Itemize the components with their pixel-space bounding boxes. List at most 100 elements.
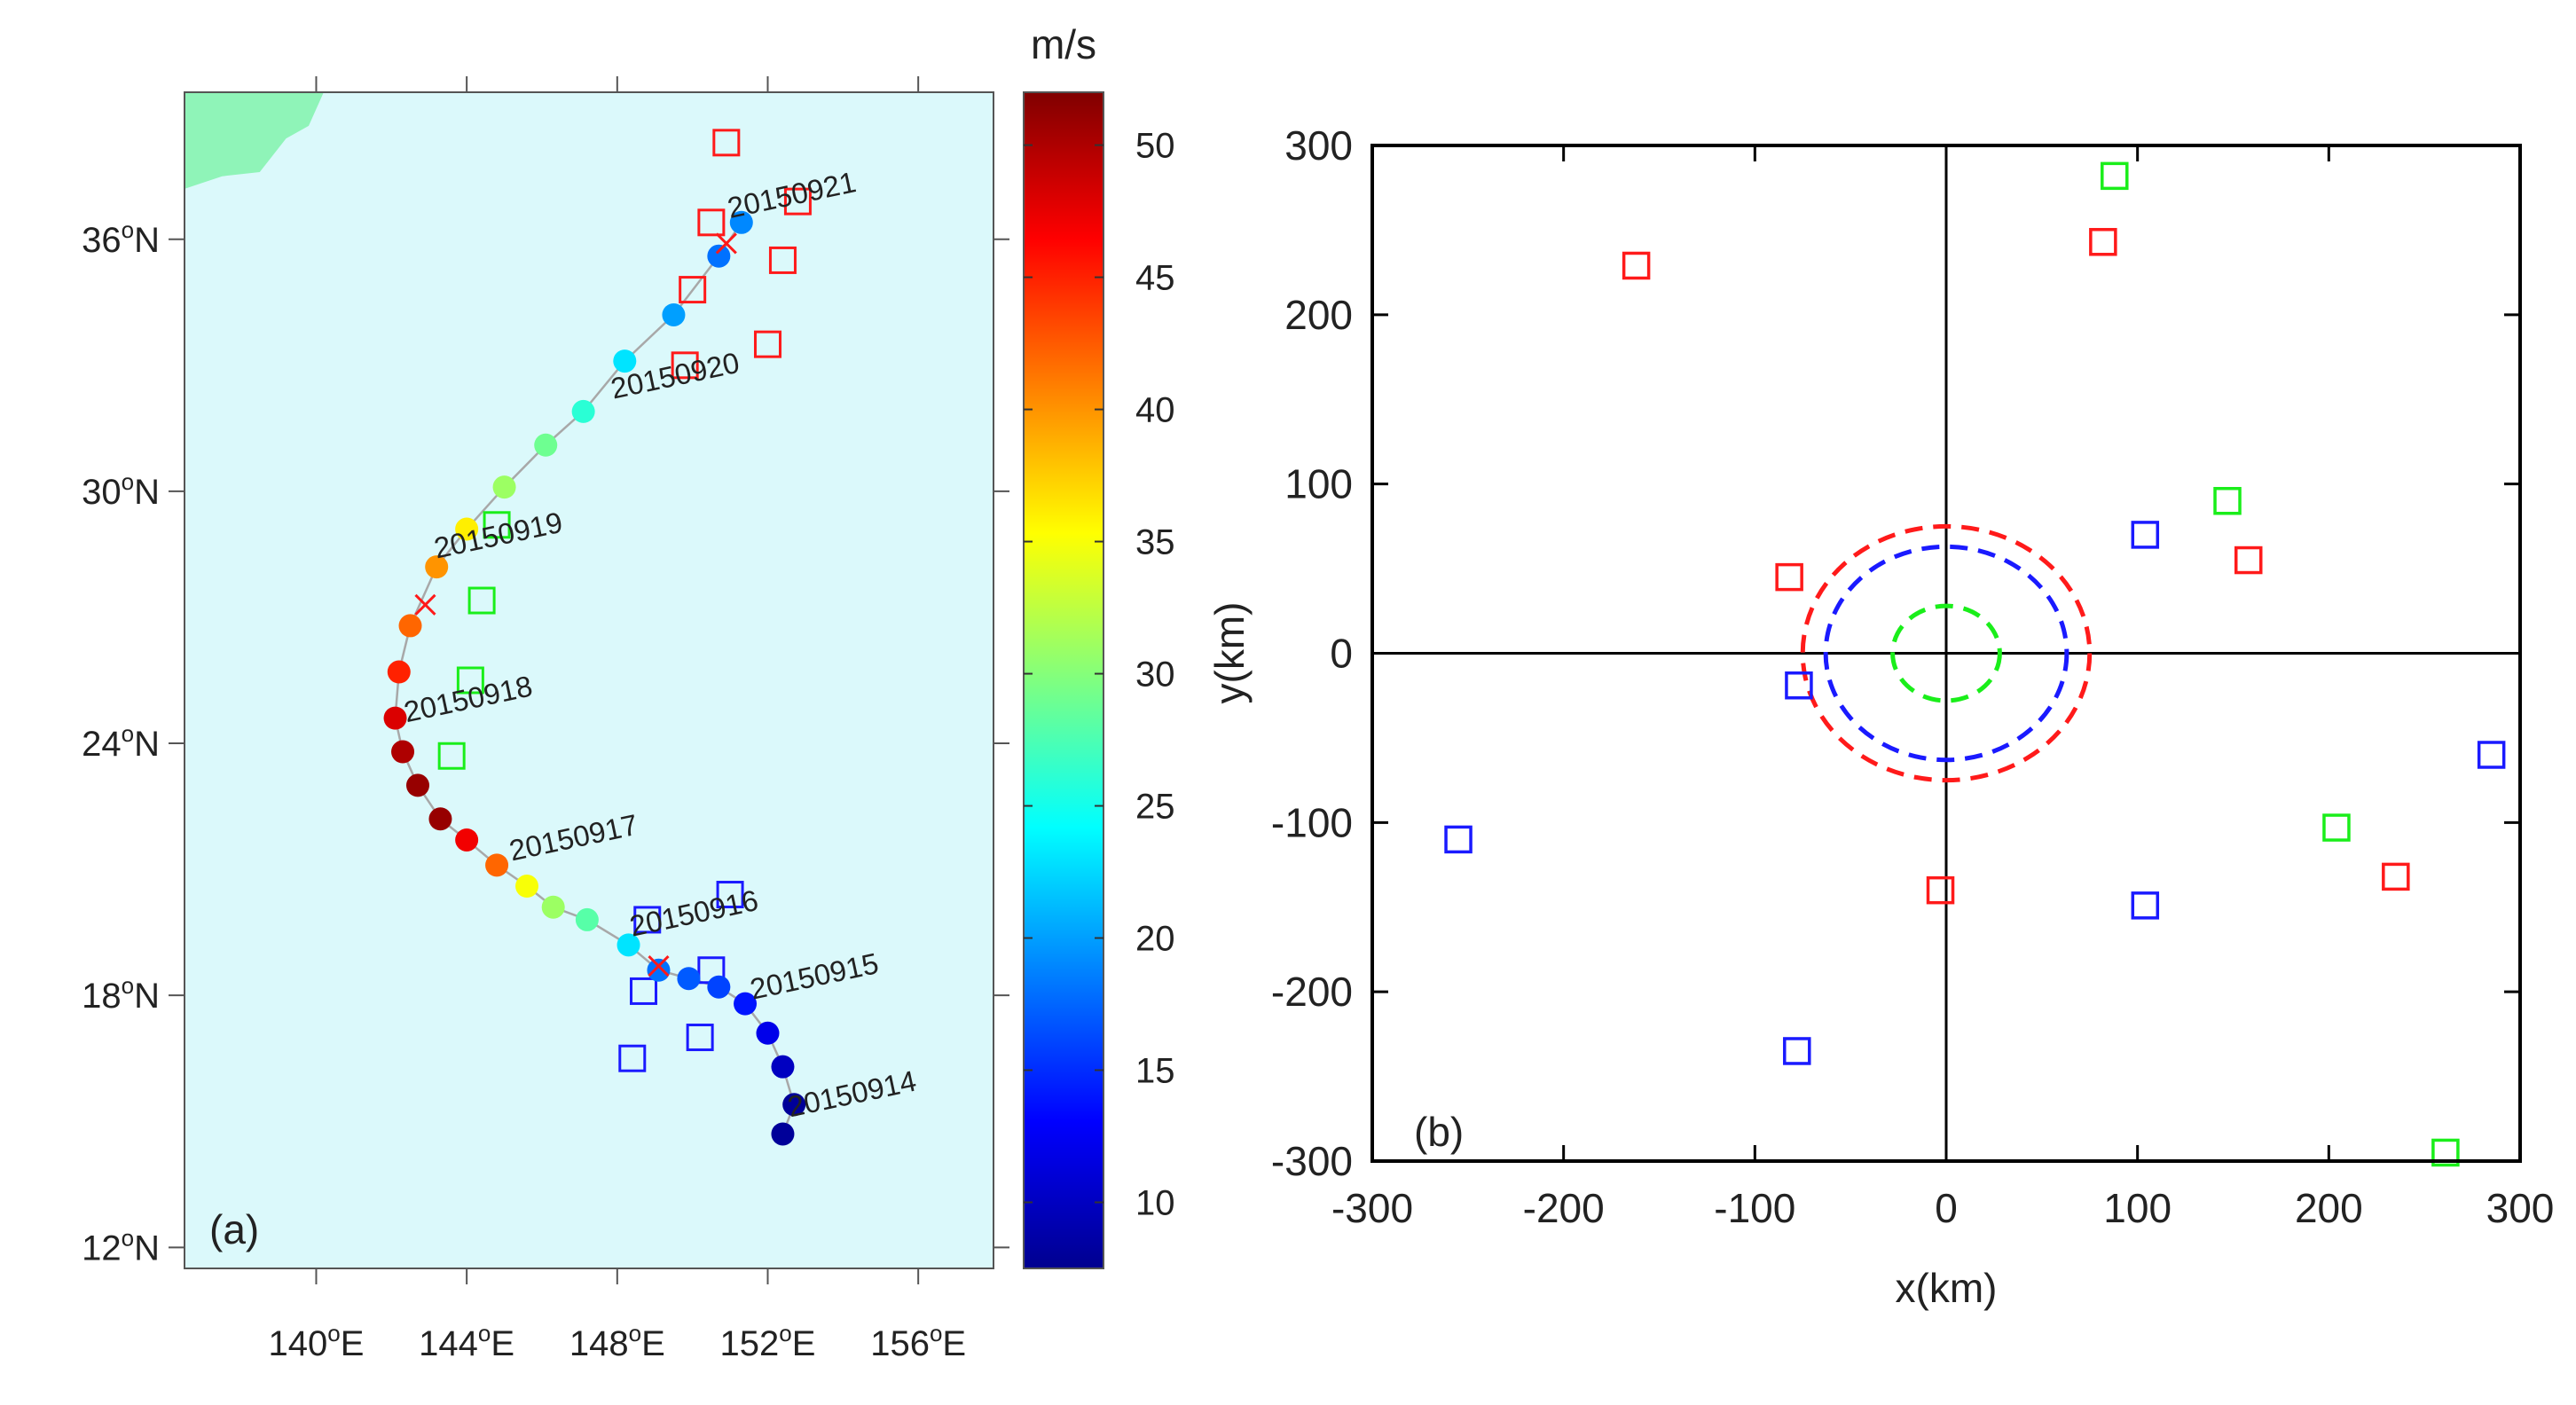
track-point [398, 614, 422, 638]
track-point [405, 773, 429, 797]
station-square [2477, 741, 2506, 769]
track-point [455, 828, 479, 852]
y-tick-label: 0 [1330, 631, 1353, 677]
x-axis-label: x(km) [1896, 1265, 1998, 1311]
y-tick-label: -200 [1271, 969, 1353, 1015]
station-square [483, 511, 511, 539]
cross-marker [715, 232, 737, 255]
cross-stroke [648, 954, 670, 977]
y-tick-labels: -300 -200 -100 0 100 200 300 [1271, 122, 1353, 1184]
station-markers [437, 129, 812, 1072]
y-axis-label: y(km) [1206, 602, 1253, 704]
lon-label: 156oE [870, 1320, 966, 1363]
lat-label: 12oN [82, 1224, 160, 1268]
lat-label: 18oN [82, 972, 160, 1016]
station-square [697, 208, 726, 237]
ocean-background [185, 92, 993, 1268]
lat-label: 24oN [82, 720, 160, 764]
lon-label: 152oE [720, 1320, 816, 1363]
station-square [2382, 862, 2410, 891]
station-square [2131, 891, 2160, 920]
x-tick-label: 100 [2103, 1185, 2172, 1231]
station-square [2234, 546, 2263, 575]
y-tick-label: -300 [1271, 1138, 1353, 1184]
station-square [1444, 825, 1473, 854]
panel-label-a: (a) [209, 1206, 259, 1252]
station-square [1783, 1037, 1811, 1065]
x-tick-label: -100 [1714, 1185, 1795, 1231]
cross-marker [648, 954, 670, 977]
lat-label: 36oN [82, 216, 160, 260]
lon-label: 140oE [269, 1320, 365, 1363]
track-point [782, 1093, 806, 1117]
colorbar-tick-label: 25 [1135, 788, 1175, 827]
colorbar-tick-label: 20 [1135, 920, 1175, 959]
station-square [768, 246, 797, 274]
station-square [437, 742, 466, 770]
track-point [662, 302, 686, 326]
lon-label: 144oE [419, 1320, 514, 1363]
track-point [729, 210, 753, 234]
plot-frame [1370, 144, 2522, 1163]
x-tick-label: -200 [1523, 1185, 1605, 1231]
longitude-labels: 140oE 144oE 148oE 152oE 156oE [269, 1320, 967, 1363]
radius-circle [1800, 523, 2093, 783]
station-squares [1444, 161, 2506, 1167]
track-point [455, 517, 479, 541]
y-tick-label: 300 [1284, 122, 1353, 169]
track-point [383, 706, 407, 730]
station-square [2089, 228, 2117, 256]
station-square [2101, 161, 2129, 191]
track-point [613, 349, 637, 373]
colorbar-tick-label: 10 [1135, 1184, 1175, 1223]
station-square [686, 1024, 714, 1052]
track-point [541, 895, 565, 919]
cross-stroke [715, 232, 737, 255]
station-square [679, 276, 707, 304]
colorbar-unit: m/s [1031, 21, 1096, 67]
track-point [707, 244, 731, 268]
track-point [771, 1055, 795, 1079]
track-point [492, 475, 516, 499]
track-point [647, 958, 671, 982]
station-square [1775, 562, 1803, 592]
station-square [2131, 521, 2160, 549]
panel-b-relative-positions: -300 -200 -100 0 100 200 300 -300 -200 -100 0 100 2… [1206, 122, 2554, 1311]
radius-circle [1823, 544, 2069, 763]
station-square [2322, 813, 2351, 842]
station-square [633, 906, 662, 934]
track-point [485, 853, 509, 877]
radius-circle [1890, 603, 2002, 703]
x-tick-label: 300 [2486, 1185, 2555, 1231]
colorbar-tick-label: 45 [1135, 259, 1175, 298]
colorbar-gradient [1023, 91, 1104, 1269]
track-point [428, 807, 452, 831]
lon-label: 148oE [569, 1320, 665, 1363]
station-square [2213, 487, 2242, 515]
colorbar-tick-label: 35 [1135, 523, 1175, 562]
lat-label: 30oN [82, 468, 160, 512]
station-square [753, 330, 781, 358]
station-square [1785, 671, 1813, 700]
station-square [467, 586, 496, 615]
station-square [716, 881, 744, 909]
cross-stroke [414, 593, 436, 616]
station-square [456, 666, 484, 695]
y-tick-label: 100 [1284, 461, 1353, 507]
station-square [2431, 1138, 2460, 1167]
x-tick-label: 0 [1935, 1185, 1958, 1231]
colorbar-tick-label: 50 [1135, 127, 1175, 166]
track-point [425, 555, 449, 579]
map-frame [184, 91, 994, 1269]
track-point [771, 1122, 795, 1146]
y-tick-label: 200 [1284, 292, 1353, 338]
map-ticks [169, 76, 1009, 1284]
colorbar-tick-label: 30 [1135, 655, 1175, 695]
panel-label-b: (b) [1414, 1109, 1464, 1155]
track-point [617, 933, 640, 957]
track-point [756, 1021, 780, 1045]
track-point [534, 433, 558, 457]
station-square [1926, 875, 1955, 905]
station-square [712, 129, 741, 157]
